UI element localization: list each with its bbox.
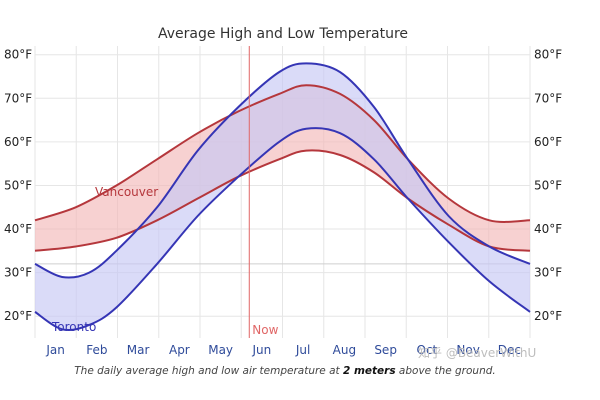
series-areas — [35, 63, 530, 331]
y-tick-label-left: 80°F — [4, 48, 32, 62]
line-toronto-high — [34, 62, 531, 279]
y-tick-label-left: 70°F — [4, 91, 32, 105]
x-tick-label: Jun — [252, 343, 272, 357]
y-axis-left: 20°F 30°F 40°F 50°F 60°F 70°F 80°F — [4, 48, 32, 323]
y-axis-right: 20°F 30°F 40°F 50°F 60°F 70°F 80°F — [534, 48, 562, 323]
y-tick-label-left: 50°F — [4, 178, 32, 192]
y-tick-label-right: 50°F — [534, 178, 562, 192]
y-tick-label-left: 60°F — [4, 135, 32, 149]
chart-title: Average High and Low Temperature — [158, 26, 408, 42]
series-label-vancouver: Vancouver — [95, 185, 158, 199]
x-tick-label: Nov — [456, 343, 479, 357]
line-vancouver-high — [34, 84, 531, 223]
y-tick-label-right: 40°F — [534, 222, 562, 236]
y-tick-label-right: 70°F — [534, 91, 562, 105]
x-tick-label: Feb — [86, 343, 107, 357]
y-tick-label-right: 80°F — [534, 48, 562, 62]
x-tick-label: Oct — [417, 343, 438, 357]
y-tick-label-left: 20°F — [4, 309, 32, 323]
x-tick-label: Jul — [295, 343, 310, 357]
x-tick-label: Sep — [374, 343, 397, 357]
y-tick-label-left: 30°F — [4, 266, 32, 280]
x-axis: Jan Feb Mar Apr May Jun Jul Aug Sep Oct Nov Dec — [45, 343, 521, 357]
y-tick-label-right: 20°F — [534, 309, 562, 323]
x-tick-label: Jan — [45, 343, 65, 357]
line-vancouver-low — [34, 149, 531, 252]
watermark: 知乎 @BeaverWithU — [418, 346, 536, 360]
y-tick-label-right: 60°F — [534, 135, 562, 149]
now-marker: Now — [248, 46, 279, 338]
series-label-toronto: Toronto — [51, 320, 96, 334]
x-tick-label: May — [208, 343, 233, 357]
caption-text-before: The daily average high and low air tempe… — [74, 365, 343, 377]
y-tick-label-right: 30°F — [534, 266, 562, 280]
x-tick-label: Mar — [127, 343, 150, 357]
x-tick-label: Dec — [498, 343, 521, 357]
chart-caption: The daily average high and low air tempe… — [74, 365, 496, 377]
now-label: Now — [252, 323, 278, 337]
caption-text-bold: 2 meters — [343, 365, 396, 377]
line-toronto-low — [34, 127, 531, 332]
area-toronto — [35, 63, 530, 331]
y-tick-label-left: 40°F — [4, 222, 32, 236]
x-tick-label: Aug — [333, 343, 356, 357]
caption-text-after: above the ground. — [396, 365, 496, 377]
x-tick-label: Apr — [169, 343, 190, 357]
series-lines — [34, 62, 531, 332]
